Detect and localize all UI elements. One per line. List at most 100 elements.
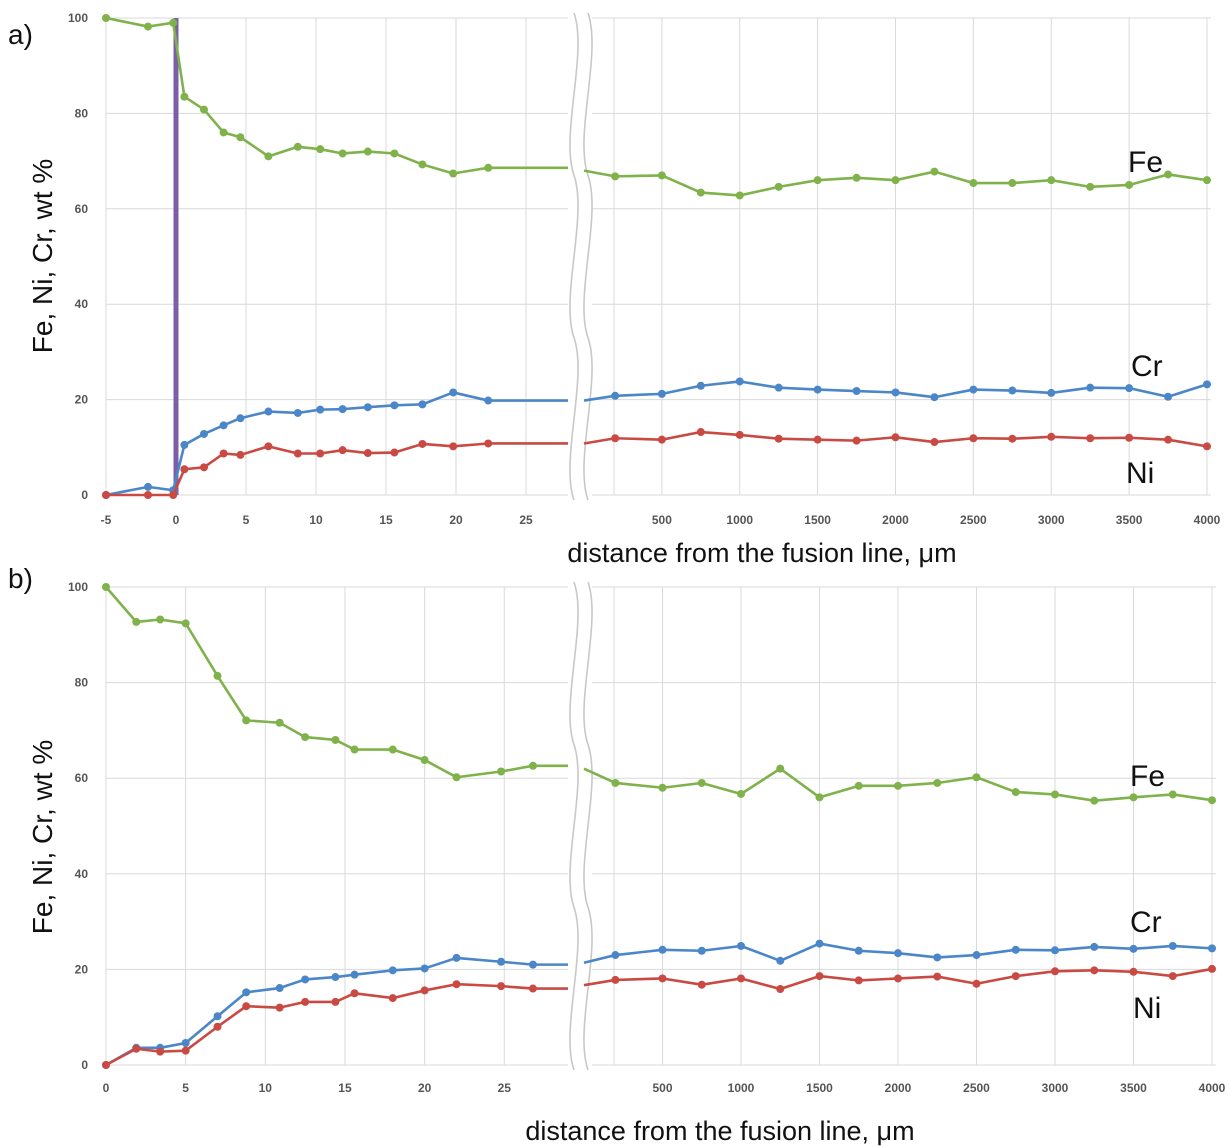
data-point-ni xyxy=(242,1002,251,1011)
chart-b-x-axis-label: distance from the fusion line, μm xyxy=(525,1116,914,1146)
data-point-cr xyxy=(972,951,981,960)
data-point-ni xyxy=(930,438,939,447)
data-point-ni xyxy=(363,449,372,458)
chart-b-axis-break xyxy=(569,581,593,1071)
y-tick-label: 0 xyxy=(81,488,88,502)
data-point-fe xyxy=(350,745,359,754)
data-point-ni xyxy=(815,972,824,981)
x-tick-label: 15 xyxy=(338,1081,352,1095)
x-tick-label: 3000 xyxy=(1038,513,1065,527)
x-tick-label: 3500 xyxy=(1116,513,1143,527)
data-point-cr xyxy=(213,1012,222,1021)
x-tick-label: 4000 xyxy=(1199,1081,1226,1095)
data-point-ni xyxy=(484,439,493,448)
x-tick-label: 2500 xyxy=(963,1081,990,1095)
data-point-fe xyxy=(242,716,251,725)
x-tick-label: 10 xyxy=(309,513,323,527)
x-tick-label: 5 xyxy=(182,1081,189,1095)
x-tick-label: 500 xyxy=(652,1081,672,1095)
data-point-fe xyxy=(1125,180,1134,189)
data-point-fe xyxy=(1203,176,1211,185)
data-point-ni xyxy=(102,1061,110,1069)
data-point-cr xyxy=(737,941,745,950)
series-line-fe xyxy=(105,586,568,779)
data-point-cr xyxy=(930,393,939,402)
x-tick-label: 0 xyxy=(173,513,180,527)
y-tick-label: 100 xyxy=(68,580,88,594)
data-point-cr xyxy=(697,946,706,955)
data-point-ni xyxy=(236,450,245,459)
data-point-ni xyxy=(132,1044,141,1053)
data-point-cr xyxy=(1008,386,1017,395)
data-point-cr xyxy=(1168,941,1177,950)
x-tick-label: 1500 xyxy=(804,513,831,527)
data-point-ni xyxy=(144,491,152,499)
data-point-fe xyxy=(1129,793,1138,802)
data-point-fe xyxy=(658,783,667,792)
data-point-fe xyxy=(181,619,190,628)
data-point-cr xyxy=(611,391,620,400)
data-point-fe xyxy=(1208,796,1216,805)
chart-a-tick-labels: 0 20 40 60 80 100 -5 0 5 10 15 20 25 500 1000 1500 2000 2… xyxy=(68,11,1221,527)
data-point-cr xyxy=(1047,388,1056,397)
y-tick-label: 60 xyxy=(75,771,89,785)
data-point-cr xyxy=(852,387,861,396)
data-point-fe xyxy=(737,789,745,798)
x-tick-label: 2000 xyxy=(885,1081,912,1095)
data-point-cr xyxy=(1086,383,1095,392)
data-point-fe xyxy=(388,745,397,754)
data-point-cr xyxy=(484,396,493,405)
data-point-ni xyxy=(200,463,208,472)
data-point-fe xyxy=(774,182,783,191)
data-point-fe xyxy=(972,773,981,782)
data-point-cr xyxy=(219,421,228,430)
data-point-cr xyxy=(200,429,208,438)
data-point-fe xyxy=(102,583,110,591)
data-point-fe xyxy=(1086,182,1095,191)
data-point-fe xyxy=(338,149,347,158)
data-point-fe xyxy=(894,781,902,790)
data-point-cr xyxy=(144,482,152,491)
data-point-fe xyxy=(528,761,537,770)
data-point-ni xyxy=(1047,432,1056,441)
data-point-cr xyxy=(696,381,705,390)
data-point-fe xyxy=(1008,179,1017,188)
data-point-ni xyxy=(1208,964,1216,973)
data-point-cr xyxy=(528,960,537,969)
data-point-ni xyxy=(213,1022,222,1031)
data-point-cr xyxy=(854,946,863,955)
data-point-ni xyxy=(264,442,273,451)
data-point-fe xyxy=(891,176,900,185)
data-point-ni xyxy=(1203,442,1211,451)
x-tick-label: 500 xyxy=(652,513,672,527)
axis-break-wave xyxy=(569,12,579,501)
data-point-cr xyxy=(611,951,620,960)
data-point-fe xyxy=(449,169,458,178)
chart-a-label-fe: Fe xyxy=(1128,146,1163,179)
data-point-fe xyxy=(102,14,110,22)
data-point-ni xyxy=(813,435,822,444)
chart-a: a) 0 20 40 60 80 100 -5 0 5 10 15 20 25 500 1000 1500 20… xyxy=(8,11,1221,568)
data-point-cr xyxy=(1051,946,1059,955)
data-point-ni xyxy=(169,491,178,499)
data-point-fe xyxy=(611,172,620,181)
y-tick-label: 40 xyxy=(75,297,89,311)
chart-b-series xyxy=(102,583,1216,1069)
data-point-cr xyxy=(774,383,783,392)
data-point-fe xyxy=(813,176,822,185)
data-point-ni xyxy=(697,980,706,989)
y-tick-label: 0 xyxy=(81,1058,88,1072)
data-point-ni xyxy=(852,436,861,445)
x-tick-label: 1000 xyxy=(728,1081,755,1095)
data-point-cr xyxy=(236,414,245,423)
chart-b-label-fe: Fe xyxy=(1130,760,1165,793)
data-point-ni xyxy=(418,439,427,448)
data-point-cr xyxy=(894,949,902,958)
data-point-fe xyxy=(390,149,399,158)
data-point-fe xyxy=(933,778,942,787)
data-point-fe xyxy=(1011,788,1020,797)
x-tick-label: 10 xyxy=(259,1081,273,1095)
chart-a-label-ni: Ni xyxy=(1126,457,1154,490)
